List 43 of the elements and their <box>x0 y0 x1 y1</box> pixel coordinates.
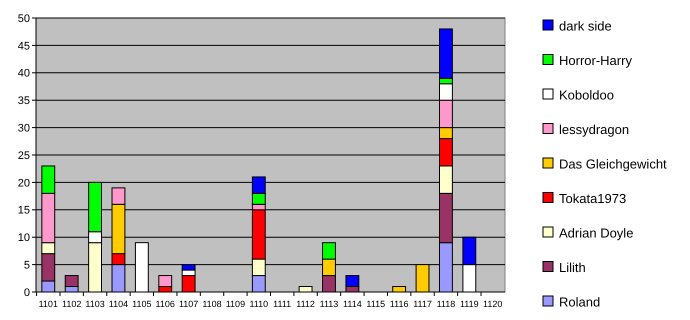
y-tick-label: 30 <box>18 122 30 134</box>
x-tick-label: 1109 <box>226 299 246 309</box>
x-tick-label: 1111 <box>273 299 292 309</box>
x-tick-label: 1106 <box>156 299 175 309</box>
legend-label: Roland <box>559 294 600 310</box>
y-tick-label: 10 <box>18 232 30 244</box>
y-tick-label: 15 <box>18 204 30 217</box>
legend-label: Koboldoo <box>559 88 614 103</box>
bar <box>345 275 360 288</box>
x-tick-label: 1103 <box>85 299 105 309</box>
bar <box>158 275 172 288</box>
x-tick-label: 1119 <box>460 299 479 309</box>
x-tick-label: 1105 <box>132 299 152 309</box>
x-tick-label: 1102 <box>62 299 82 309</box>
y-tick-label: 0 <box>24 286 30 299</box>
y-tick-label: 25 <box>18 150 30 162</box>
legend-label: Horror-Harry <box>559 53 632 68</box>
legend-label: Das Gleichgewicht <box>559 156 668 172</box>
x-tick-label: 1114 <box>343 299 362 309</box>
x-tick-label: 1110 <box>249 299 268 309</box>
x-tick-label: 1118 <box>436 299 456 309</box>
x-tick-label: 1108 <box>202 299 222 309</box>
legend-label: dark side <box>559 18 612 34</box>
legend-label: Tokata1973 <box>559 191 626 206</box>
y-tick-label: 5 <box>24 259 30 272</box>
x-tick-label: 1116 <box>390 299 408 309</box>
y-tick-label: 45 <box>18 40 30 52</box>
x-tick-label: 1120 <box>483 299 502 309</box>
x-tick-label: 1113 <box>320 299 338 309</box>
y-tick-label: 20 <box>18 177 30 190</box>
legend-label: Lilith <box>559 260 586 276</box>
y-tick-label: 35 <box>18 95 30 108</box>
legend-label: lessydragon <box>559 122 630 138</box>
legend-label: Adrian Doyle <box>559 226 634 241</box>
x-tick-label: 1117 <box>413 299 432 309</box>
y-tick-label: 50 <box>18 12 30 25</box>
x-tick-label: 1107 <box>178 299 198 309</box>
y-tick-label: 40 <box>18 68 30 80</box>
x-tick-label: 1115 <box>366 299 386 309</box>
x-tick-label: 1101 <box>38 299 58 309</box>
bar <box>64 275 79 288</box>
x-tick-label: 1104 <box>108 299 128 309</box>
x-tick-label: 1112 <box>296 299 315 309</box>
